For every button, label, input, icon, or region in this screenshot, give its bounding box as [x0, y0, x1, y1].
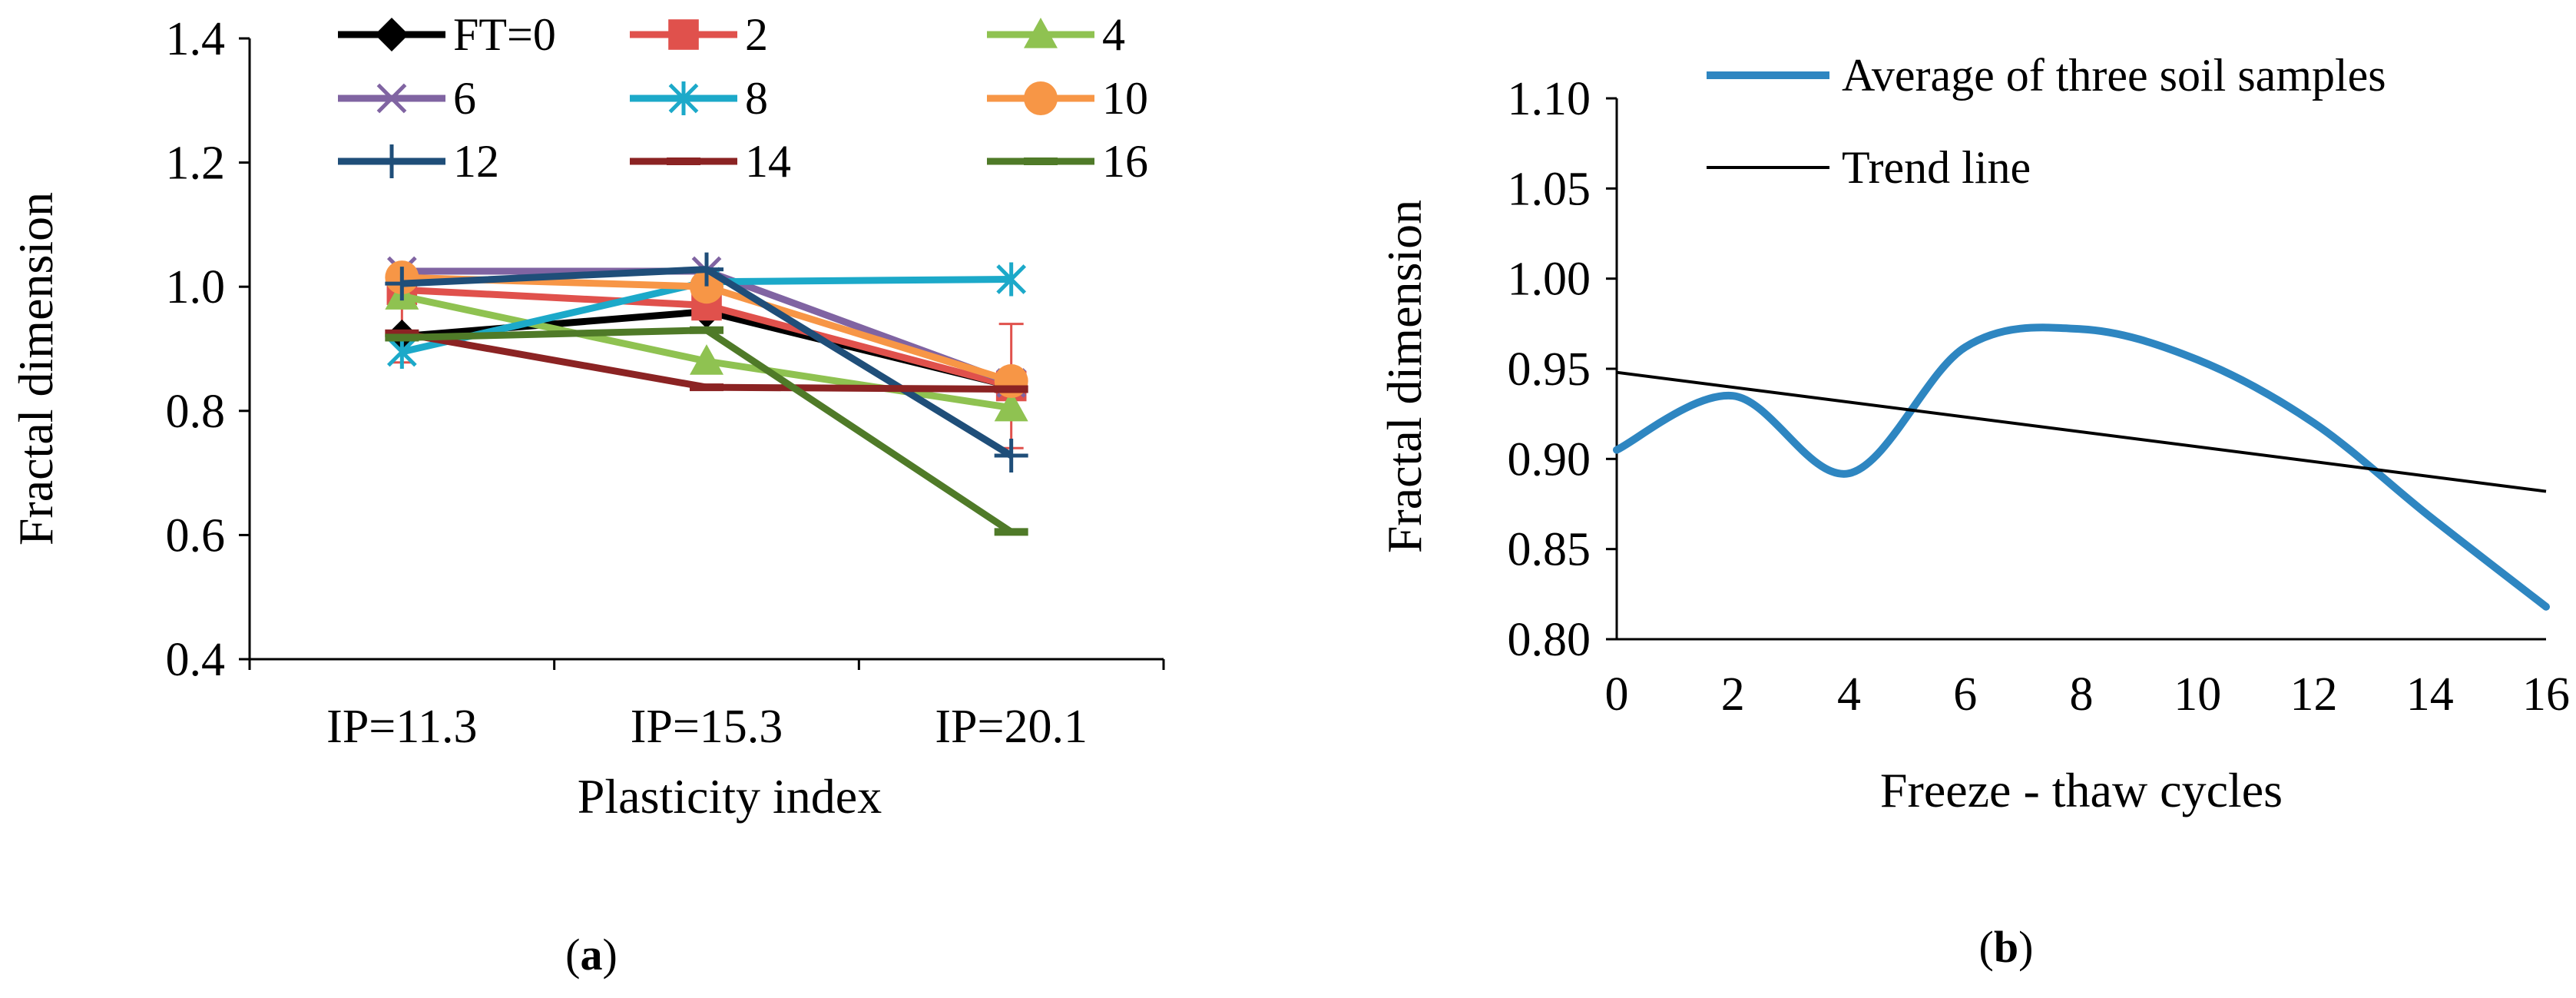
panel-a-chart: 0.4 0.6 0.8 1.0 1.2 1.4 IP=11.3 IP=15.3 IP=20.1… [8, 9, 1165, 980]
panel-a-legend-item-6: 6 [338, 73, 476, 124]
panel-a-y-tick-label: 0.8 [166, 386, 226, 438]
panel-a-x-tick-label: IP=15.3 [631, 701, 783, 753]
panel-a-point-8 [996, 262, 1027, 297]
panel-b-x-tick-labels: 0 2 4 6 8 10 12 14 16 [1605, 668, 2571, 721]
panel-a-legend-label: FT=0 [453, 9, 556, 60]
panel-b-legend-label: Trend line [1842, 142, 2031, 193]
panel-b-series-line-average-of-three-soil-samples [1613, 323, 2550, 611]
panel-b-x-tick-label: 4 [1837, 668, 1861, 721]
panel-a-point-4 [994, 390, 1028, 422]
panel-a-x-axis-title: Plasticity index [578, 769, 882, 824]
panel-b-x-tick-label: 0 [1605, 668, 1629, 721]
panel-a-legend-marker [375, 144, 409, 178]
panel-b-y-tick-label: 0.90 [1508, 433, 1591, 486]
panel-a-y-axis-title: Fractal dimension [8, 192, 63, 545]
panel-a-legend-item-14: 14 [630, 136, 791, 187]
panel-a-legend-item-10: 10 [987, 73, 1148, 124]
panel-b-y-tick-label: 0.80 [1508, 614, 1591, 666]
panel-a-legend-label: 16 [1102, 136, 1148, 187]
panel-a-x-tick-labels: IP=11.3 IP=15.3 IP=20.1 [326, 701, 1088, 753]
panel-b-chart: 0.80 0.85 0.90 0.95 1.00 1.05 1.10 0 2 4 6 8 10 12 14… [1377, 50, 2570, 972]
panel-b-x-tick-label: 14 [2406, 668, 2454, 721]
panel-a-point-16 [690, 326, 723, 334]
panel-b-label: (b) [1979, 922, 2034, 972]
panel-a-legend-marker [668, 81, 699, 115]
panel-a-legend-marker [1024, 81, 1058, 115]
panel-a-series [385, 252, 1028, 536]
panel-b-y-tick-label: 0.95 [1508, 343, 1591, 396]
panel-a-legend-label: 8 [745, 73, 768, 124]
panel-a-series-12 [385, 252, 1028, 472]
panel-a-legend-label: 4 [1102, 9, 1125, 60]
panel-a-point-4 [690, 344, 723, 375]
panel-a-series-16 [385, 326, 1028, 536]
panel-a-y-tick-label: 1.4 [166, 13, 226, 65]
panel-a-legend-item-4: 4 [987, 9, 1125, 60]
panel-a-point-16 [385, 333, 419, 342]
panel-a-legend-label: 10 [1102, 73, 1148, 124]
panel-a-axes [239, 37, 1165, 670]
panel-a-legend-item-8: 8 [630, 73, 768, 124]
panel-a-legend-label: 2 [745, 9, 768, 60]
panel-a-point-12 [385, 267, 419, 301]
panel-a-legend-label: 14 [745, 136, 791, 187]
panel-b-y-tick-label: 1.05 [1508, 163, 1591, 215]
panel-a-point-12 [690, 252, 723, 287]
panel-a-legend-marker [668, 19, 699, 50]
panel-a-point-14 [385, 329, 419, 337]
panel-a-legend-marker [667, 157, 700, 165]
panel-a-legend-item-12: 12 [338, 136, 499, 187]
panel-b-x-axis-title: Freeze - thaw cycles [1880, 763, 2283, 817]
panel-b-y-tick-label: 0.85 [1508, 524, 1591, 576]
panel-a-y-tick-label: 1.0 [166, 261, 226, 313]
panel-b-legend: Average of three soil samples Trend line [1707, 50, 2386, 193]
panel-b-series [1613, 323, 2550, 611]
panel-b-legend-label: Average of three soil samples [1842, 50, 2386, 101]
panel-a-y-tick-label: 0.4 [166, 634, 226, 686]
panel-b-legend-item-average-of-three-soil-samples: Average of three soil samples [1707, 50, 2386, 101]
panel-b-y-tick-labels: 0.80 0.85 0.90 0.95 1.00 1.05 1.10 [1508, 73, 1591, 666]
panel-b-x-tick-label: 8 [2070, 668, 2094, 721]
panel-a-legend-marker [1024, 157, 1058, 165]
panel-b-axes [1606, 97, 2546, 641]
panel-a-legend-item-16: 16 [987, 136, 1148, 187]
panel-a-legend-label: 12 [453, 136, 499, 187]
panel-a-label-letter: a [581, 930, 603, 980]
panel-b-y-tick-label: 1.10 [1508, 73, 1591, 125]
panel-a-x-tick-label: IP=11.3 [326, 701, 477, 753]
panel-b-series-trend-line [1616, 370, 2547, 493]
panel-b-x-tick-label: 16 [2522, 668, 2570, 721]
panel-a-legend-marker [376, 83, 407, 114]
panel-a-legend-item-2: 2 [630, 9, 768, 60]
panel-a-point-16 [994, 528, 1028, 536]
panel-a-point-12 [994, 438, 1028, 472]
panel-b-y-axis-title: Fractal dimension [1377, 200, 1432, 553]
panel-b-legend-item-trend-line: Trend line [1707, 142, 2031, 193]
panel-a-legend-marker [375, 18, 409, 51]
panel-b-x-tick-label: 12 [2290, 668, 2338, 721]
panel-a-legend-label: 6 [453, 73, 476, 124]
panel-a-y-tick-label: 0.6 [166, 509, 226, 562]
panel-b-y-tick-label: 1.00 [1508, 254, 1591, 306]
panel-a-point-14 [994, 385, 1028, 393]
panel-a-legend: FT=0 2 4 6 8 10 12 14 16 [338, 9, 1148, 187]
panel-a-label: (a) [565, 930, 618, 980]
panel-a-x-tick-label: IP=20.1 [935, 701, 1088, 753]
panel-b-series-line-trend-line [1616, 370, 2547, 493]
panel-a-y-tick-labels: 0.4 0.6 0.8 1.0 1.2 1.4 [166, 13, 226, 686]
panel-a-y-tick-label: 1.2 [166, 138, 226, 190]
panel-b-x-tick-label: 2 [1721, 668, 1745, 721]
panel-a-point-14 [690, 383, 723, 392]
panel-a-legend-item-ft-0: FT=0 [338, 9, 556, 60]
panel-b-label-letter: b [1994, 922, 2018, 972]
panel-b-series-average-of-three-soil-samples [1613, 323, 2550, 611]
panel-b-x-tick-label: 6 [1953, 668, 1977, 721]
panel-b-x-tick-label: 10 [2174, 668, 2221, 721]
panel-a-legend-marker [1024, 18, 1058, 48]
panel-a-series-14 [385, 329, 1028, 393]
